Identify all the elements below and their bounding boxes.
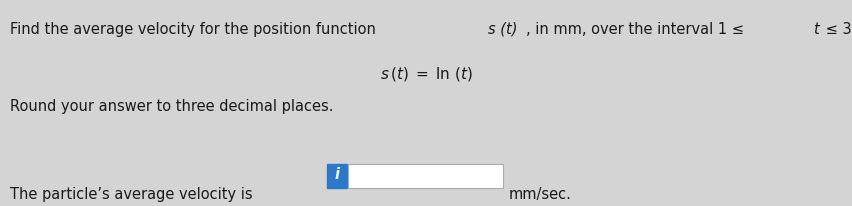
Text: Round your answer to three decimal places.: Round your answer to three decimal place… bbox=[10, 98, 333, 114]
FancyBboxPatch shape bbox=[348, 164, 503, 188]
Text: The particle’s average velocity is: The particle’s average velocity is bbox=[10, 186, 253, 201]
Text: Find the average velocity for the position function: Find the average velocity for the positi… bbox=[10, 22, 381, 37]
Text: s (t): s (t) bbox=[488, 22, 517, 37]
Text: mm/sec.: mm/sec. bbox=[509, 186, 572, 201]
FancyBboxPatch shape bbox=[327, 164, 347, 188]
Text: , in mm, over the interval 1 ≤: , in mm, over the interval 1 ≤ bbox=[527, 22, 749, 37]
Text: i: i bbox=[335, 167, 340, 182]
Text: t: t bbox=[814, 22, 819, 37]
Text: $s\,(t)\;=\;\ln\,(t)$: $s\,(t)\;=\;\ln\,(t)$ bbox=[380, 65, 472, 83]
Text: ≤ 3, where: ≤ 3, where bbox=[820, 22, 852, 37]
